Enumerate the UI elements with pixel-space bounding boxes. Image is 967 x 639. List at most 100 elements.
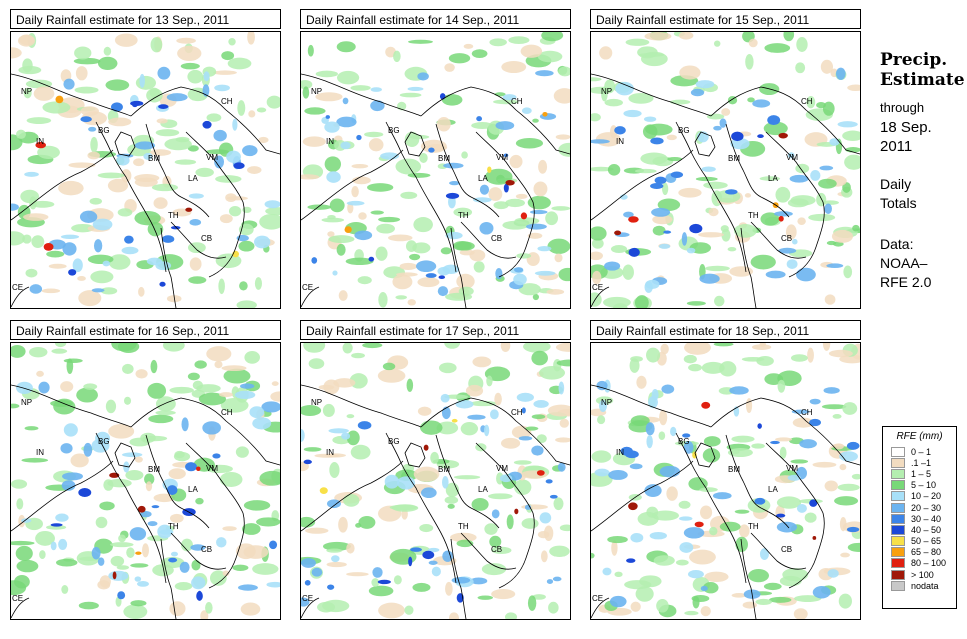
rain-cell-light — [838, 484, 860, 491]
rain-cell-light — [238, 241, 254, 252]
rain-cell-light — [460, 250, 475, 256]
country-label: TH — [458, 522, 469, 531]
panel-title: Daily Rainfall estimate for 13 Sep., 201… — [10, 9, 281, 29]
rain-cell-light — [822, 200, 839, 205]
rain-cell-light — [56, 559, 77, 567]
country-label: CB — [781, 545, 792, 554]
rain-cell-light — [764, 583, 782, 590]
rain-cell-light — [646, 507, 658, 518]
rain-cell-heavy — [158, 104, 168, 109]
rain-cell-moderate — [147, 258, 162, 266]
rain-cell-light — [193, 381, 203, 390]
rain-cell-light — [17, 560, 39, 572]
rain-cell-light — [751, 255, 776, 270]
rain-cell-light — [659, 431, 666, 440]
panel-title: Daily Rainfall estimate for 18 Sep., 201… — [590, 320, 861, 340]
rain-cell-extreme — [537, 470, 545, 476]
rain-cell-light — [383, 363, 395, 371]
rain-cell-moderate — [604, 261, 620, 270]
rain-cell-light — [502, 221, 528, 230]
rain-cell-light — [720, 522, 741, 532]
rain-cell-light — [76, 388, 98, 403]
rain-cell-light — [390, 505, 418, 511]
rain-cell-heavy — [440, 93, 446, 99]
country-label: CE — [592, 283, 603, 292]
rain-cell-heavy — [311, 257, 317, 264]
rain-cell-light — [646, 348, 660, 363]
rain-cell-moderate — [602, 568, 611, 576]
rain-cell-light — [378, 292, 387, 308]
rain-cell-light — [175, 159, 196, 164]
rain-cell-extreme — [44, 243, 54, 251]
rain-cell-light — [220, 472, 243, 487]
rain-cell-moderate — [214, 85, 230, 92]
rain-cell-light — [154, 197, 168, 209]
rain-cell-light — [25, 426, 39, 430]
legend-swatch — [891, 458, 905, 468]
rain-cell-moderate — [810, 399, 821, 405]
country-label: IN — [616, 137, 624, 146]
rain-cell-light — [99, 501, 114, 510]
legend-label: 40 – 50 — [911, 525, 941, 535]
rain-cell-heavy — [550, 495, 558, 499]
rain-cell-light — [362, 343, 382, 348]
rain-cell-moderate — [644, 484, 661, 497]
rain-cell-light — [640, 152, 667, 164]
rain-cell-moderate — [774, 211, 793, 216]
rain-cell-light — [327, 562, 347, 567]
rain-cell-light — [501, 438, 520, 449]
rain-cell-light — [541, 550, 548, 562]
rain-cell-extreme — [113, 571, 117, 579]
rain-cell-light — [118, 535, 126, 543]
rain-cell-light — [848, 543, 860, 552]
rainfall-panel-17: Daily Rainfall estimate for 17 Sep., 201… — [300, 320, 573, 620]
rain-cell-moderate — [644, 117, 656, 122]
country-label: CB — [781, 234, 792, 243]
legend-label: 0 – 1 — [911, 447, 931, 457]
rain-cell-light — [239, 224, 254, 236]
rain-cell-light — [461, 151, 468, 158]
rain-cell-light — [267, 96, 280, 109]
rain-cell-heavy — [130, 101, 143, 106]
country-label: CH — [221, 408, 233, 417]
rain-cell-moderate — [796, 268, 816, 282]
rainfall-map: NP IN BG CH BM VM LA TH CB CE — [10, 342, 281, 620]
rain-cell-heavy — [304, 460, 312, 464]
sidebar-through: through — [880, 99, 924, 117]
rain-cell-light — [346, 572, 369, 576]
rain-cell-light — [400, 263, 417, 270]
rain-cell-light — [667, 135, 677, 140]
rain-cell-light — [323, 404, 335, 417]
legend-swatch — [891, 525, 905, 535]
rain-cell-light — [188, 276, 206, 284]
map-svg: NP IN BG CH BM VM LA TH CB CE — [11, 32, 280, 308]
rain-cell-light — [556, 134, 570, 139]
rain-cell-light — [678, 188, 701, 198]
rain-cell-moderate — [324, 121, 339, 132]
rain-cell-light — [23, 213, 48, 221]
rain-cell-light — [207, 113, 222, 121]
rain-cell-light — [16, 498, 23, 509]
rain-cell-light — [843, 265, 852, 278]
rain-cell-light — [194, 360, 206, 368]
rain-cell-light — [138, 287, 144, 297]
rain-cell-light — [545, 211, 558, 225]
rainfall-map: NP IN BG CH BM VM LA TH CB CE — [590, 31, 861, 309]
rain-cell-moderate — [139, 74, 144, 88]
rain-cell-heavy — [626, 558, 635, 562]
rain-cell-moderate — [30, 284, 43, 294]
rain-cell-light — [533, 181, 547, 196]
rain-cell-moderate — [646, 422, 655, 435]
rain-cell-light — [491, 589, 515, 599]
rain-cell-light — [847, 85, 860, 91]
rain-cell-light — [108, 179, 128, 193]
legend-swatch — [891, 491, 905, 501]
rain-cell-light — [501, 343, 511, 352]
legend-item: 20 – 30 — [883, 502, 956, 513]
rain-cell-moderate — [659, 244, 670, 249]
rain-cell-light — [36, 371, 44, 377]
rain-cell-light — [214, 361, 222, 368]
rain-cell-light — [11, 47, 22, 58]
rain-cell-light — [852, 225, 859, 232]
rain-cell-light — [764, 43, 790, 53]
